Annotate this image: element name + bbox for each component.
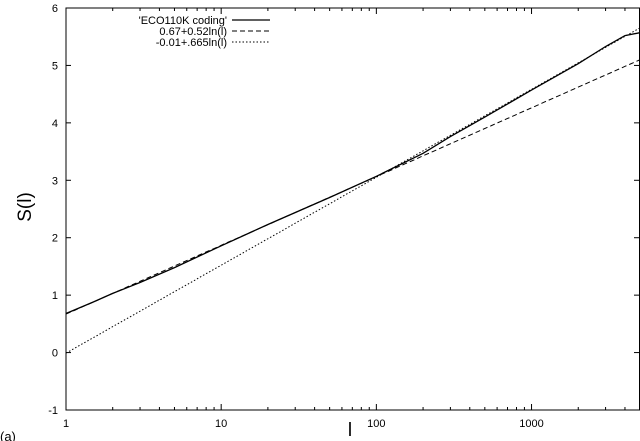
legend-label-2: 0.67+0.52ln(l) (159, 26, 227, 38)
y-tick-label: 5 (52, 60, 58, 72)
axis-ticks: -1 0 1 2 3 4 5 6 1 10 100 1000 (48, 3, 640, 430)
x-tick-label: 1 (63, 418, 69, 430)
y-axis-label: S(l) (15, 192, 36, 222)
y-tick-label: 2 (52, 233, 58, 245)
legend-label-1: 'ECO110K coding' (139, 15, 227, 27)
x-axis-label: l (348, 420, 352, 441)
x-tick-label: 1000 (519, 418, 543, 430)
y-tick-label: 6 (52, 3, 58, 15)
y-tick-label: 1 (52, 290, 58, 302)
series-line-3 (65, 27, 640, 354)
y-tick-label: 3 (52, 175, 58, 187)
x-tick-label: 100 (367, 418, 385, 430)
plot-frame (65, 7, 640, 411)
y-tick-label: 4 (52, 118, 58, 130)
legend-label-3: -0.01+.665ln(l) (156, 37, 227, 49)
legend: 'ECO110K coding'0.67+0.52ln(l)-0.01+.665… (139, 15, 270, 49)
y-tick-label: -1 (48, 405, 58, 417)
panel-label: (a) (0, 429, 16, 441)
y-tick-label: 0 (52, 348, 58, 360)
series-line-2 (65, 59, 640, 315)
plot-border (65, 7, 640, 411)
series-layer (65, 27, 640, 354)
x-tick-label: 10 (215, 418, 227, 430)
series-line-1 (65, 32, 640, 315)
